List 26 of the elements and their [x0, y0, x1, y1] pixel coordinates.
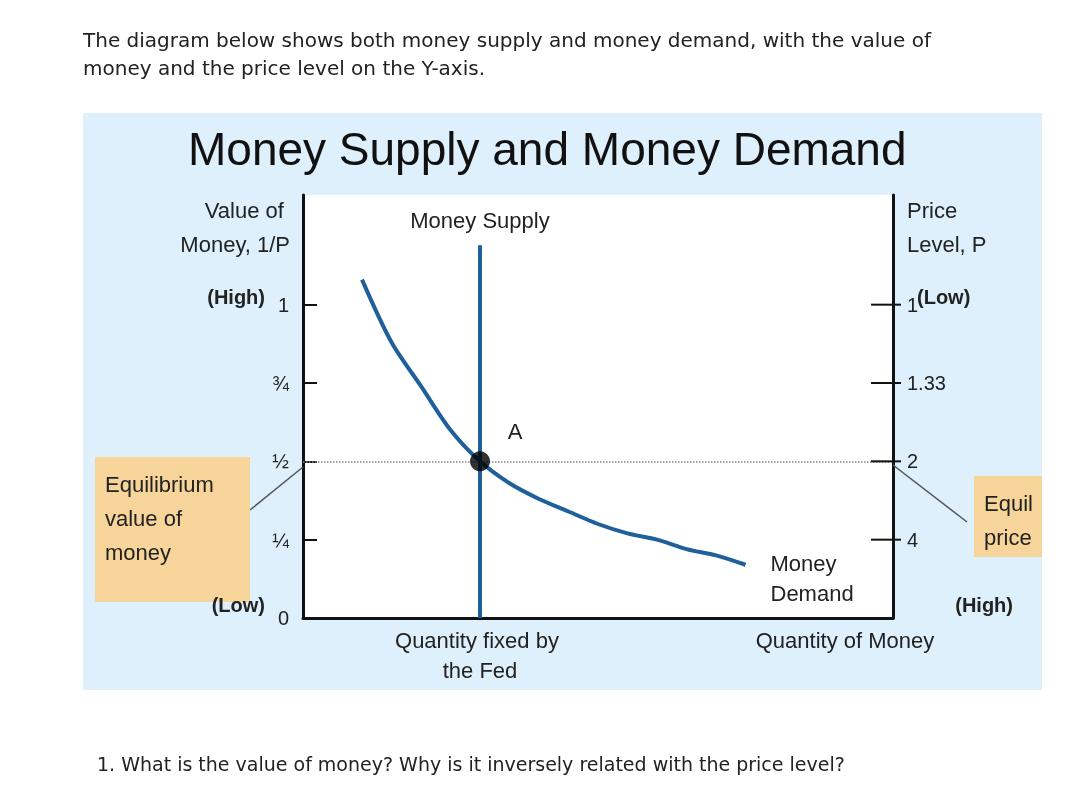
line-series [360, 277, 748, 567]
text: Quantity fixed by the Fed [395, 627, 565, 683]
text: 1 [907, 293, 919, 316]
text: Equil price [984, 490, 1040, 550]
y-tick-label: ¾ [272, 372, 290, 394]
text: (High) [955, 594, 1013, 616]
y-tick-label: ½ [272, 450, 290, 473]
series-label: Money Supply [410, 207, 550, 233]
y2-axis-title: Price Level, P [907, 197, 987, 257]
series-label: Money Demand [770, 551, 854, 607]
x-axis-title: Quantity of Money [755, 627, 935, 653]
annotation: A [507, 418, 523, 444]
y-tick-label: 0 [277, 607, 289, 629]
text: Equilibrium value of money [105, 471, 220, 565]
chart-subtitle: The diagram below shows both money supply and money demand, with the value of money and the price level on the Y-axis. [83, 27, 933, 82]
text: (High) [207, 286, 265, 308]
y-axis-title: Value of Money, 1/P [180, 197, 290, 257]
text: 2 [907, 450, 919, 473]
text: (Low) [917, 286, 971, 308]
text: 4 [907, 528, 919, 551]
chart-title: Money Supply and Money Demand [188, 123, 907, 175]
text: 1.33 [907, 372, 946, 394]
y-tick-label: 1 [277, 293, 289, 316]
y-tick-label: ¼ [272, 528, 290, 551]
text: (Low) [211, 594, 265, 616]
text: 1. What is the value of money? Why is it inversely related with the price level? [97, 753, 845, 775]
